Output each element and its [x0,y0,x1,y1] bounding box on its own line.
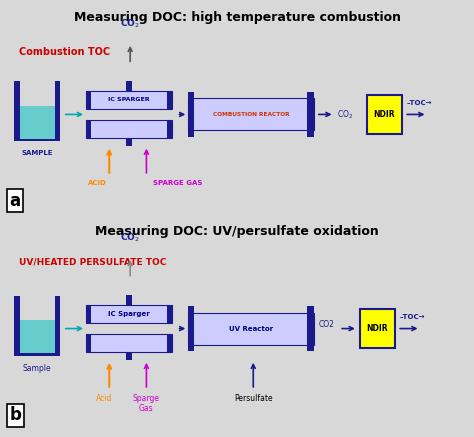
Text: –TOC→: –TOC→ [400,314,425,320]
Text: NDIR: NDIR [374,110,395,119]
Bar [55,295,61,356]
Text: NDIR: NDIR [367,324,388,333]
Bar [188,92,194,137]
Text: Acid: Acid [96,394,113,403]
Bar [127,138,132,146]
Bar [86,120,91,138]
Bar [19,320,55,353]
Bar [86,90,172,109]
Bar [86,90,91,109]
Bar [307,306,314,351]
Text: Measuring DOC: high temperature combustion: Measuring DOC: high temperature combusti… [73,11,401,24]
Text: SPARGE GAS: SPARGE GAS [154,180,203,186]
Text: ACID: ACID [88,180,107,186]
Text: CO$_2$: CO$_2$ [120,232,140,244]
Bar [19,106,55,139]
Bar [86,334,91,352]
Bar [167,334,172,352]
Bar [127,295,132,305]
Text: CO$_2$: CO$_2$ [120,17,140,30]
Text: COMBUSTION REACTOR: COMBUSTION REACTOR [213,112,289,117]
Bar [127,81,132,90]
Bar [188,312,314,345]
Bar [367,95,402,134]
Text: Sample: Sample [23,364,52,373]
Text: Persulfate: Persulfate [234,394,273,403]
Text: IC Sparger: IC Sparger [108,311,150,317]
Text: a: a [9,192,20,210]
Text: CO$_2$: CO$_2$ [337,108,353,121]
Text: Sparge
Gas: Sparge Gas [133,394,160,413]
Bar [360,309,395,348]
Bar [86,120,172,138]
Bar [188,98,314,131]
Text: –TOC→: –TOC→ [407,100,432,106]
Text: IC SPARGER: IC SPARGER [108,97,150,102]
Bar [55,81,61,142]
Bar [14,139,61,142]
Bar [14,353,61,356]
Text: b: b [9,406,21,424]
Text: UV/HEATED PERSULFATE TOC: UV/HEATED PERSULFATE TOC [18,257,166,266]
Bar [14,295,19,356]
Bar [167,120,172,138]
Bar [167,90,172,109]
Bar [86,305,91,323]
Text: UV Reactor: UV Reactor [229,326,273,332]
Bar [127,352,132,360]
Bar [86,334,172,352]
Bar [307,92,314,137]
Bar [167,305,172,323]
Bar [14,81,19,142]
Text: Combustion TOC: Combustion TOC [18,47,110,57]
Bar [86,305,172,323]
Text: SAMPLE: SAMPLE [21,150,53,156]
Text: Measuring DOC: UV/persulfate oxidation: Measuring DOC: UV/persulfate oxidation [95,225,379,238]
Bar [188,306,194,351]
Text: CO2: CO2 [319,320,334,329]
